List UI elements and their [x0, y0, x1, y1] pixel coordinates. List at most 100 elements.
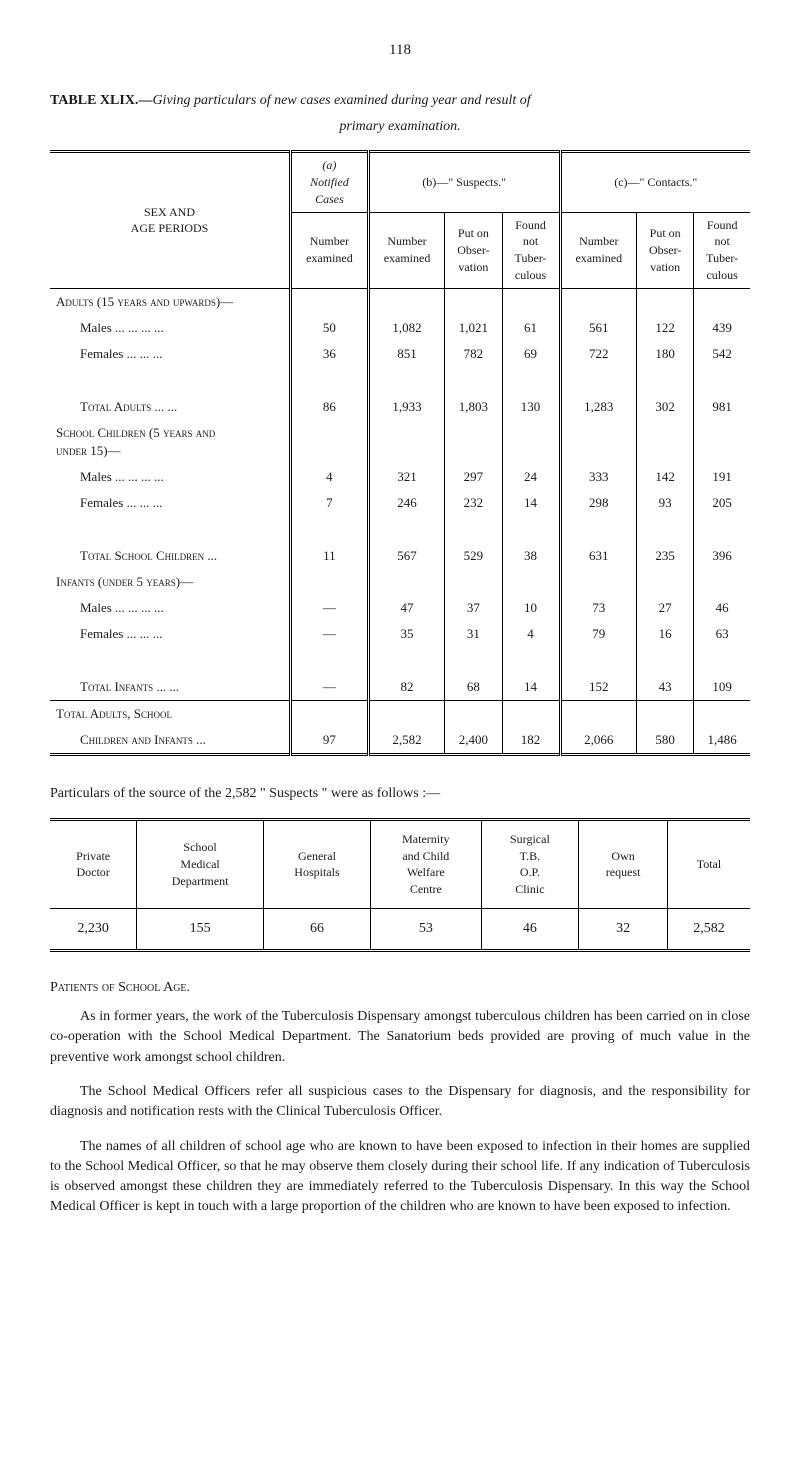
table-cell: 182	[502, 727, 560, 755]
table-cell	[502, 569, 560, 595]
section-heading: Patients of School Age.	[50, 978, 750, 998]
table-cell	[560, 700, 636, 727]
table-cell: 1,803	[445, 394, 502, 420]
table-cell: 1,021	[445, 315, 502, 341]
table-subtitle: primary examination.	[50, 117, 750, 137]
table-cell	[694, 569, 750, 595]
spacer-row	[50, 647, 750, 673]
table-cell: 1,933	[368, 394, 444, 420]
table-row: Females ... ... ...3685178269722180542	[50, 341, 750, 367]
table-cell: 529	[445, 543, 502, 569]
table-cell: 37	[445, 595, 502, 621]
table-cell: 27	[637, 595, 694, 621]
body-paragraph: The names of all children of school age …	[50, 1137, 750, 1218]
table-cell: 580	[637, 727, 694, 755]
table-cell: 69	[502, 341, 560, 367]
table-cell: 7	[291, 490, 369, 516]
table-cell	[637, 647, 694, 673]
table-cell	[637, 420, 694, 464]
table-cell	[368, 700, 444, 727]
table-title-bold: TABLE XLIX.—	[50, 93, 152, 108]
table-cell: 73	[560, 595, 636, 621]
table-cell	[694, 700, 750, 727]
table-cell: 50	[291, 315, 369, 341]
table-cell: 1,486	[694, 727, 750, 755]
body-paragraph: The School Medical Officers refer all su…	[50, 1082, 750, 1123]
row-label: Children and Infants ...	[50, 727, 291, 755]
section-label: Adults (15 years and upwards)—	[50, 288, 291, 315]
table-cell	[637, 569, 694, 595]
table-cell: 333	[560, 464, 636, 490]
table-cell: —	[291, 674, 369, 701]
table-cell: 24	[502, 464, 560, 490]
table-cell	[291, 516, 369, 542]
table-cell: —	[291, 621, 369, 647]
main-table: SEX AND AGE PERIODS (a) Notified Cases (…	[50, 150, 750, 756]
table-cell: 561	[560, 315, 636, 341]
particulars-cell: 32	[579, 908, 668, 950]
table-cell: 122	[637, 315, 694, 341]
table-row: Males ... ... ... ...501,0821,0216156112…	[50, 315, 750, 341]
table-cell	[368, 288, 444, 315]
table-row: Total Adults, School	[50, 700, 750, 727]
table-cell: 722	[560, 341, 636, 367]
table-cell	[502, 700, 560, 727]
table-cell	[502, 420, 560, 464]
table-cell	[291, 569, 369, 595]
row-label: Total School Children ...	[50, 543, 291, 569]
table-cell	[291, 647, 369, 673]
section-label: Infants (under 5 years)—	[50, 569, 291, 595]
table-cell	[502, 367, 560, 393]
table-cell: 2,400	[445, 727, 502, 755]
particulars-table: Private DoctorSchool Medical DepartmentG…	[50, 818, 750, 952]
table-row: Males ... ... ... ...432129724333142191	[50, 464, 750, 490]
row-label: Males ... ... ... ...	[50, 464, 291, 490]
table-cell	[502, 516, 560, 542]
spacer-row	[50, 367, 750, 393]
section-label: Total Adults, School	[50, 700, 291, 727]
table-cell: 298	[560, 490, 636, 516]
table-cell	[445, 288, 502, 315]
table-title: TABLE XLIX.—Giving particulars of new ca…	[50, 91, 750, 111]
particulars-header: General Hospitals	[263, 819, 370, 908]
table-cell: 63	[694, 621, 750, 647]
row-label: Females ... ... ...	[50, 341, 291, 367]
table-cell: 10	[502, 595, 560, 621]
table-cell: 246	[368, 490, 444, 516]
sub-c2: Put on Obser- vation	[637, 212, 694, 288]
table-title-italic: Giving particulars of new cases examined…	[152, 93, 530, 108]
table-cell	[637, 516, 694, 542]
table-row: Total Adults ... ...861,9331,8031301,283…	[50, 394, 750, 420]
table-cell: 43	[637, 674, 694, 701]
table-cell: 86	[291, 394, 369, 420]
table-row: Males ... ... ... ...—473710732746	[50, 595, 750, 621]
table-cell: 782	[445, 341, 502, 367]
table-cell	[560, 367, 636, 393]
table-row: Adults (15 years and upwards)—	[50, 288, 750, 315]
table-cell: 4	[502, 621, 560, 647]
row-label: Females ... ... ...	[50, 490, 291, 516]
table-cell: 542	[694, 341, 750, 367]
table-cell: 79	[560, 621, 636, 647]
table-cell: 297	[445, 464, 502, 490]
table-cell: —	[291, 595, 369, 621]
table-cell: 302	[637, 394, 694, 420]
particulars-header: Total	[667, 819, 750, 908]
sub-b2: Put on Obser- vation	[445, 212, 502, 288]
table-cell: 191	[694, 464, 750, 490]
table-cell	[291, 700, 369, 727]
table-cell: 14	[502, 490, 560, 516]
table-cell: 396	[694, 543, 750, 569]
table-cell	[445, 569, 502, 595]
table-cell	[560, 420, 636, 464]
table-cell: 82	[368, 674, 444, 701]
table-cell: 31	[445, 621, 502, 647]
table-row: Children and Infants ...972,5822,4001822…	[50, 727, 750, 755]
table-cell	[502, 647, 560, 673]
section-label: School Children (5 years and under 15)—	[50, 420, 291, 464]
table-cell	[637, 288, 694, 315]
table-cell: 1,082	[368, 315, 444, 341]
particulars-cell: 66	[263, 908, 370, 950]
table-cell: 1,283	[560, 394, 636, 420]
particulars-header: Private Doctor	[50, 819, 137, 908]
